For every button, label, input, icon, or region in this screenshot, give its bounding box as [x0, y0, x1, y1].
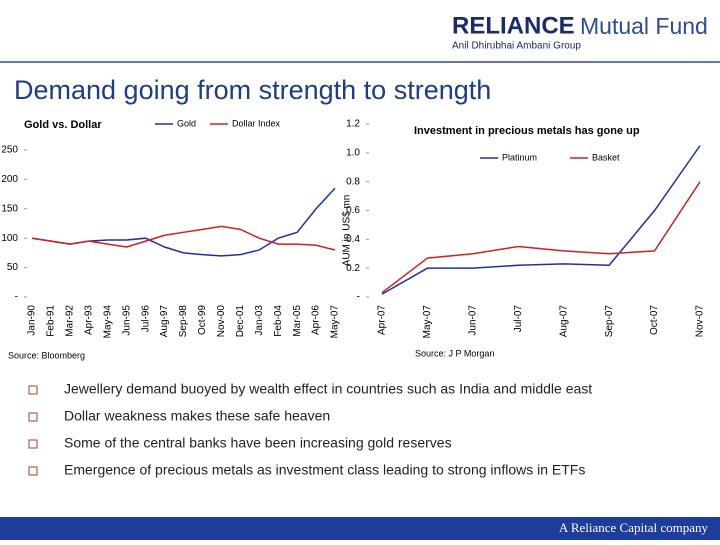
x-tick-label: Jun-07: [467, 305, 478, 336]
series-line: [381, 181, 701, 294]
y-tick-label: 1.0: [346, 147, 360, 158]
x-tick-label: Jan-03: [254, 305, 265, 336]
x-tick-label: Nov-07: [695, 305, 706, 338]
bullet-text: Some of the central banks have been incr…: [64, 435, 452, 451]
y-tick-label: 150: [1, 203, 18, 214]
x-tick-label: Apr-07: [377, 305, 388, 335]
footer-bar: [0, 517, 720, 540]
x-tick-label: Sep-98: [178, 305, 189, 338]
x-tick-label: Apr-06: [311, 305, 322, 335]
x-tick-label: Feb-04: [273, 305, 284, 337]
footer: A Reliance Capital company: [559, 520, 709, 535]
y-tick-label: 100: [1, 233, 18, 244]
legend-label: Platinum: [502, 152, 537, 162]
x-tick-label: May-94: [102, 305, 113, 339]
y-tick-label: -: [357, 292, 360, 303]
x-tick-label: Oct-99: [197, 305, 208, 335]
source: Source: Bloomberg: [8, 350, 85, 360]
y-tick-label: 50: [7, 262, 19, 273]
brand: RELIANCE: [452, 12, 575, 39]
x-tick-label: Apr-93: [83, 305, 94, 335]
y-tick-label: 250: [1, 145, 18, 156]
x-tick-label: Jul-07: [513, 305, 524, 333]
bullet-marker: [28, 385, 38, 395]
brand-suffix: Mutual Fund: [580, 13, 708, 39]
x-tick-label: Nov-00: [216, 305, 227, 338]
series-line: [381, 145, 701, 295]
y-tick-label: 0.8: [346, 176, 360, 187]
legend-label: Gold: [177, 118, 196, 128]
x-tick-label: Aug-07: [558, 305, 569, 338]
y-tick-label: 0.6: [346, 205, 360, 216]
bullet-marker: [28, 439, 38, 449]
y-tick-label: 200: [1, 174, 18, 185]
slide-title: Demand going from strength to strength: [14, 75, 491, 105]
x-tick-label: Aug-97: [159, 305, 170, 338]
x-tick-label: Jun-95: [121, 305, 132, 336]
bullet-marker: [28, 466, 38, 476]
legend-label: Dollar Index: [232, 118, 281, 128]
chart-title: Investment in precious metals has gone u…: [414, 125, 640, 137]
x-tick-label: Jul-96: [140, 305, 151, 333]
legend-label: Basket: [592, 152, 620, 162]
y-tick-label: 1.2: [346, 119, 360, 130]
bullet-text: Dollar weakness makes these safe heaven: [64, 408, 330, 424]
series-line: [31, 187, 336, 257]
chart-title: Gold vs. Dollar: [24, 119, 102, 131]
x-tick-label: Jan-90: [27, 305, 38, 336]
x-tick-label: May-07: [330, 305, 341, 339]
bullet-text: Emergence of precious metals as investme…: [64, 462, 585, 478]
x-tick-label: Sep-07: [604, 305, 615, 338]
group: Anil Dhirubhai Ambani Group: [452, 41, 581, 52]
y-axis-label: AUM in US$ mn: [342, 195, 353, 267]
x-tick-label: Dec-01: [235, 305, 246, 338]
x-tick-label: Feb-91: [46, 305, 57, 337]
bullet-marker: [28, 412, 38, 422]
bullet-text: Jewellery demand buoyed by wealth effect…: [64, 381, 592, 397]
source: Source: J P Morgan: [415, 348, 494, 358]
y-tick-label: 0.4: [346, 234, 360, 245]
x-tick-label: Mar-92: [65, 305, 76, 337]
x-tick-label: May-07: [422, 305, 433, 339]
x-tick-label: Mar-05: [292, 305, 303, 337]
x-tick-label: Oct-07: [649, 305, 660, 335]
series-line: [31, 225, 336, 251]
y-tick-label: 0.2: [346, 263, 360, 274]
y-tick-label: -: [15, 292, 18, 303]
